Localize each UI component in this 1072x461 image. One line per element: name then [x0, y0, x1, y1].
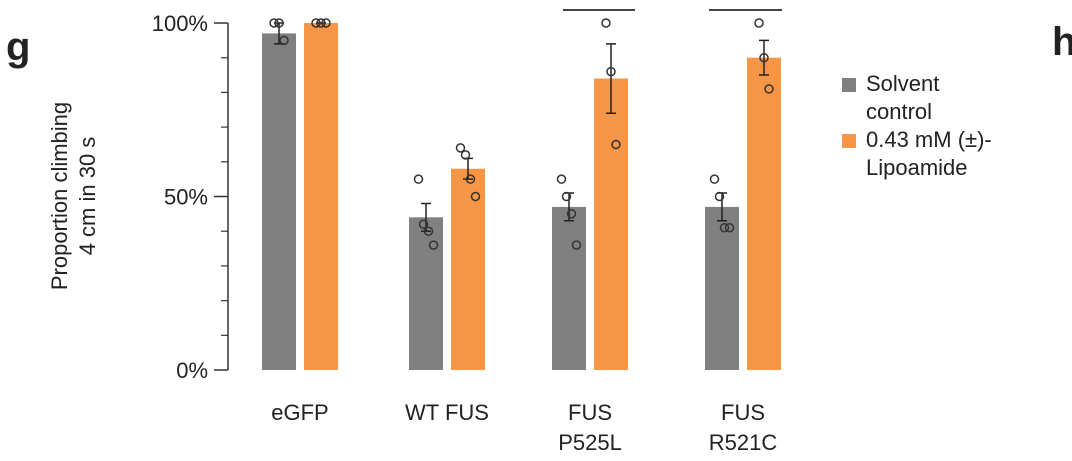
data-point: [764, 84, 774, 94]
data-point: [571, 240, 582, 250]
x-tick-label: FUS R521C: [709, 400, 778, 455]
bar: [304, 23, 338, 370]
x-tick-label-line: R521C: [709, 430, 778, 455]
y-axis-label-line: 4 cm in 30 s: [75, 137, 100, 256]
data-point: [754, 18, 764, 28]
bar: [747, 57, 781, 370]
x-tick-label-line: eGFP: [271, 400, 328, 425]
data-point: [719, 222, 730, 233]
legend: Solvent control 0.43 mM (±)-Lipoamide: [842, 70, 1056, 182]
data-point: [601, 18, 611, 28]
data-point: [714, 191, 725, 202]
bar: [705, 206, 739, 370]
x-tick-label: eGFP: [271, 400, 328, 425]
y-tick-label: 0%: [176, 358, 208, 383]
bar: [262, 33, 296, 370]
data-point: [465, 174, 476, 184]
panel-label: h: [1052, 20, 1072, 64]
bar: [451, 168, 485, 370]
y-tick-label: 100%: [152, 11, 208, 36]
data-point: [606, 66, 616, 77]
data-point: [460, 150, 471, 160]
y-axis-label: Proportion climbing 4 cm in 30 s: [47, 102, 100, 290]
data-point: [566, 209, 577, 219]
x-tick-label: WT FUS: [405, 400, 489, 425]
data-point: [418, 219, 429, 230]
data-point: [269, 18, 279, 28]
error-bar: [421, 202, 431, 232]
x-tick-label-line: P525L: [558, 430, 622, 455]
data-point: [611, 139, 621, 150]
y-axis-label-line: Proportion climbing: [47, 102, 72, 290]
data-point: [428, 240, 439, 250]
data-point: [561, 191, 572, 202]
panel-label: g: [6, 25, 30, 69]
error-bar: [606, 43, 616, 114]
legend-swatch: [842, 134, 856, 148]
legend-item: 0.43 mM (±)-Lipoamide: [842, 126, 1056, 182]
data-point: [413, 174, 424, 184]
data-point: [709, 174, 720, 184]
legend-label: 0.43 mM (±)-Lipoamide: [866, 127, 992, 180]
data-point: [321, 18, 331, 28]
data-point: [316, 18, 326, 28]
data-point: [274, 18, 284, 28]
legend-label: Solvent control: [866, 71, 940, 124]
legend-swatch: [842, 78, 856, 92]
x-tick-label-line: WT FUS: [405, 400, 489, 425]
x-tick-label-line: FUS: [568, 400, 612, 425]
data-point: [556, 174, 567, 184]
x-tick-label: FUS P525L: [558, 400, 622, 455]
error-bar: [759, 39, 769, 76]
data-point: [724, 222, 735, 233]
data-point: [311, 18, 321, 28]
y-tick-label: 50%: [164, 185, 208, 210]
legend-item: Solvent control: [842, 70, 976, 126]
bar: [552, 206, 586, 370]
bar: [594, 78, 628, 371]
data-point: [423, 226, 434, 236]
data-point: [759, 52, 769, 63]
data-point: [279, 35, 289, 46]
bar: [409, 217, 443, 370]
data-point: [470, 191, 481, 202]
data-point: [455, 143, 466, 153]
x-tick-label-line: FUS: [721, 400, 765, 425]
